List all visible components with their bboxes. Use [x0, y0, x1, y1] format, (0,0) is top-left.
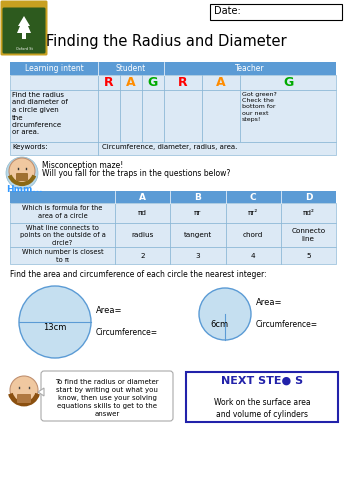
Text: Circumference=: Circumference= [256, 320, 318, 329]
Text: Area=: Area= [96, 306, 122, 315]
Bar [98, 75, 120, 90]
Text: G: G [148, 76, 158, 90]
Bar [10, 90, 98, 142]
Bar [281, 247, 336, 264]
Circle shape [10, 376, 38, 404]
Bar [164, 90, 202, 142]
Text: A: A [139, 192, 146, 202]
Bar [226, 203, 281, 223]
Text: Which is formula for the
area of a circle: Which is formula for the area of a circl… [22, 205, 103, 218]
Bar [120, 75, 142, 90]
Bar [202, 75, 240, 90]
Text: C: C [250, 192, 256, 202]
Text: R: R [104, 76, 114, 90]
Bar [202, 90, 240, 142]
FancyBboxPatch shape [16, 173, 28, 181]
Text: Work on the surface area
and volume of cylinders: Work on the surface area and volume of c… [214, 398, 310, 419]
Bar [281, 223, 336, 247]
Text: Find the area and circumference of each circle the nearest integer:: Find the area and circumference of each … [10, 270, 267, 279]
Text: Will you fall for the traps in the questions below?: Will you fall for the traps in the quest… [42, 169, 230, 178]
FancyBboxPatch shape [0, 0, 47, 56]
Bar [10, 75, 98, 90]
FancyBboxPatch shape [2, 8, 46, 54]
Text: 13cm: 13cm [43, 323, 67, 332]
Text: Circumference=: Circumference= [96, 328, 158, 337]
Text: πr²: πr² [248, 210, 258, 216]
Bar [10, 142, 98, 155]
Circle shape [19, 286, 91, 358]
Bar [164, 75, 202, 90]
Text: Student: Student [116, 64, 146, 73]
Bar [281, 203, 336, 223]
Text: Keywords:: Keywords: [12, 144, 48, 150]
Bar [10, 247, 115, 264]
Text: radius: radius [131, 232, 154, 238]
Text: 6cm: 6cm [210, 320, 228, 329]
Circle shape [6, 157, 38, 189]
Bar [115, 247, 170, 264]
Text: Area=: Area= [256, 298, 282, 307]
Text: R: R [178, 76, 188, 90]
Bar [10, 203, 115, 223]
Bar [240, 75, 336, 90]
Bar [98, 62, 164, 75]
Text: Teacher: Teacher [235, 64, 265, 73]
Bar [170, 247, 226, 264]
Bar [240, 90, 336, 142]
Text: πd²: πd² [302, 210, 314, 216]
Bar [170, 203, 226, 223]
Text: HILLCREST: HILLCREST [9, 3, 39, 8]
Text: A: A [126, 76, 136, 90]
Bar [170, 223, 226, 247]
Bar [186, 372, 338, 422]
Bar [10, 223, 115, 247]
Bar [210, 4, 342, 20]
Text: To find the radius or diameter
start by writing out what you
know, then use your: To find the radius or diameter start by … [55, 379, 159, 417]
Text: tangent: tangent [184, 232, 212, 238]
Circle shape [199, 288, 251, 340]
Bar [164, 62, 336, 75]
Text: Finding the Radius and Diameter: Finding the Radius and Diameter [46, 34, 286, 49]
Text: Connecto
line: Connecto line [291, 228, 326, 242]
Text: Got green?
Check the
bottom for
our next
steps!: Got green? Check the bottom for our next… [242, 92, 277, 122]
Polygon shape [38, 388, 44, 396]
Text: 3: 3 [195, 252, 200, 258]
Text: Hmm...: Hmm... [6, 185, 43, 194]
Bar [120, 90, 142, 142]
Bar [98, 90, 120, 142]
Bar [226, 247, 281, 264]
Circle shape [9, 158, 35, 184]
Text: D: D [304, 192, 312, 202]
Text: chord: chord [243, 232, 263, 238]
Text: 5: 5 [306, 252, 311, 258]
Text: NEXT STE● S: NEXT STE● S [221, 376, 303, 386]
Bar [142, 75, 164, 90]
Text: Oxford St: Oxford St [16, 47, 33, 51]
Text: Circumference, diameter, radius, area.: Circumference, diameter, radius, area. [102, 144, 237, 150]
Bar [10, 62, 98, 75]
FancyBboxPatch shape [41, 371, 173, 421]
Text: Learning intent: Learning intent [25, 64, 83, 73]
Bar [142, 90, 164, 142]
Text: What line connects to
points on the outside of a
circle?: What line connects to points on the outs… [20, 225, 106, 246]
Bar [115, 223, 170, 247]
Text: Find the radius
and diameter of
a circle given
the
circumference
or area.: Find the radius and diameter of a circle… [12, 92, 68, 136]
Text: Misconception maze!: Misconception maze! [42, 161, 123, 170]
Text: Date:: Date: [214, 6, 241, 16]
Text: 2: 2 [140, 252, 145, 258]
Bar [10, 191, 336, 203]
Bar [98, 142, 336, 155]
Polygon shape [17, 16, 31, 33]
Text: πr: πr [194, 210, 202, 216]
Text: A: A [216, 76, 226, 90]
Text: 4: 4 [251, 252, 255, 258]
Bar [22, 33, 26, 39]
Text: B: B [194, 192, 201, 202]
Text: Which number is closest
to π: Which number is closest to π [22, 249, 103, 262]
Text: πd: πd [138, 210, 147, 216]
FancyBboxPatch shape [17, 394, 31, 403]
Bar [115, 203, 170, 223]
Bar [226, 223, 281, 247]
Text: G: G [283, 76, 293, 90]
